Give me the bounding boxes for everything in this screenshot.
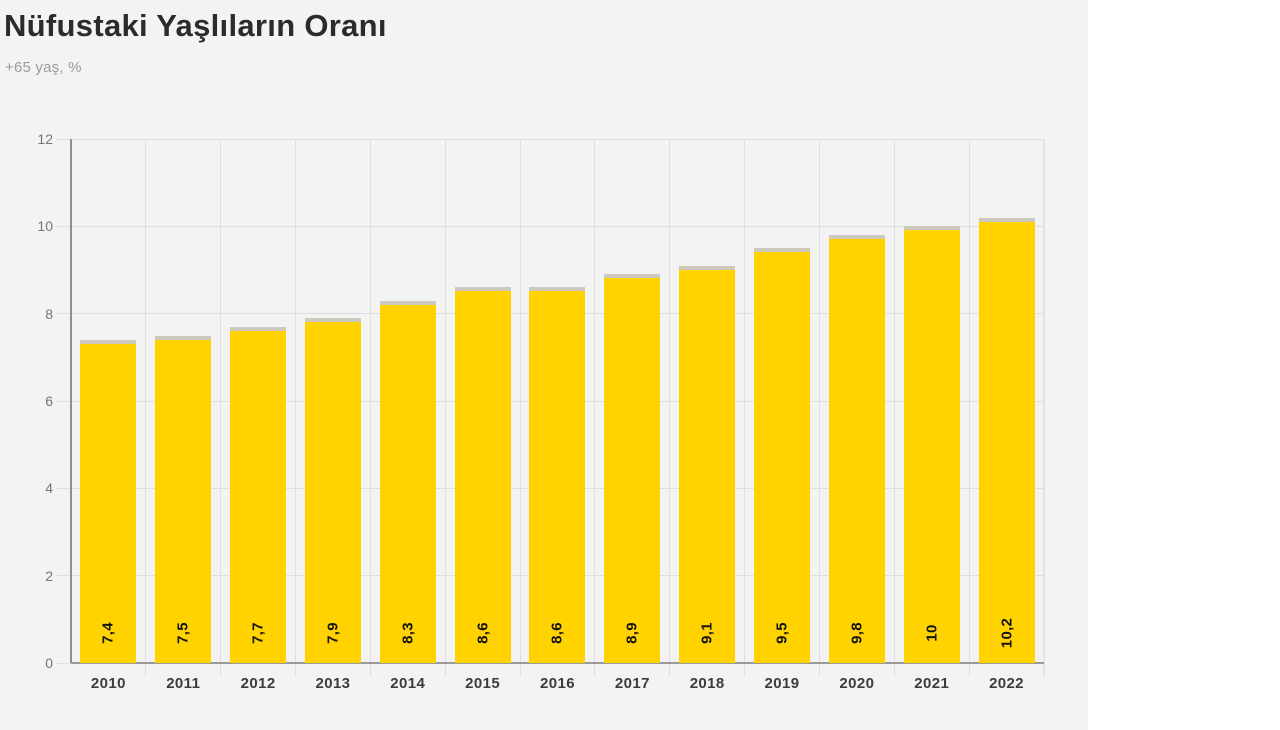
chart-subtitle: +65 yaş, %: [5, 59, 82, 76]
bar-column-2019: 9,5: [745, 139, 820, 663]
x-axis-label-2021: 2021: [914, 675, 950, 692]
y-axis-tick-label: 2: [45, 567, 53, 584]
x-axis-label-2015: 2015: [465, 675, 501, 692]
gridline-vertical: [818, 139, 820, 677]
bar-value-label: 7,9: [324, 622, 342, 644]
gridline-vertical: [295, 139, 297, 677]
y-axis-tick-label: 0: [45, 655, 53, 671]
gridline-vertical: [519, 139, 521, 677]
x-axis-label-2016: 2016: [539, 675, 575, 692]
bar-2011: [155, 335, 212, 663]
gridline-vertical: [220, 139, 222, 677]
bar-value-label: 9,1: [698, 622, 716, 644]
x-axis-label-2014: 2014: [390, 675, 426, 692]
x-axis-label-2013: 2013: [315, 675, 351, 692]
bar-2013: [304, 318, 361, 663]
bar-value-label: 7,4: [99, 622, 117, 644]
bar-column-2020: 9,8: [819, 139, 894, 663]
bar-column-2010: 7,4: [71, 139, 146, 663]
bar-value-label: 9,5: [773, 622, 791, 644]
x-axis-label-2012: 2012: [240, 675, 276, 692]
x-axis-label-2011: 2011: [166, 675, 201, 692]
plot-right-border: [1043, 139, 1045, 677]
y-axis-tick-label: 6: [45, 393, 53, 409]
bar-column-2015: 8,6: [445, 139, 520, 663]
bar-2018: [679, 265, 736, 663]
bar-column-2021: 10: [894, 139, 969, 663]
x-axis-label-2010: 2010: [90, 675, 126, 692]
bar-value-label: 9,8: [848, 622, 866, 644]
gridline-vertical: [968, 139, 970, 677]
bar-column-2017: 8,9: [595, 139, 670, 663]
bar-2014: [379, 300, 436, 663]
bar-value-label: 7,5: [174, 622, 192, 644]
gridline-vertical: [369, 139, 371, 677]
bar-value-label: 8,3: [399, 622, 417, 644]
bar-column-2011: 7,5: [146, 139, 221, 663]
bar-column-2013: 7,9: [296, 139, 371, 663]
bar-value-label: 7,7: [249, 622, 267, 644]
y-axis-line: [70, 139, 72, 663]
bar-value-label: 8,6: [474, 622, 492, 644]
x-axis-label-2019: 2019: [764, 675, 800, 692]
bar-column-2022: 10,2: [969, 139, 1044, 663]
bar-column-2014: 8,3: [370, 139, 445, 663]
bar-value-label: 8,9: [623, 622, 641, 644]
x-axis-label-2017: 2017: [614, 675, 650, 692]
bar-2012: [230, 326, 287, 663]
bar-2021: [903, 226, 960, 663]
bar-2017: [604, 274, 661, 663]
x-axis-label-2018: 2018: [689, 675, 725, 692]
x-axis-line: [71, 662, 1044, 664]
gridline-vertical: [145, 139, 147, 677]
bar-value-label: 10,2: [998, 617, 1016, 649]
gridline-horizontal: [56, 225, 1044, 227]
gridline-vertical: [669, 139, 671, 677]
y-axis-tick-label: 8: [45, 305, 53, 322]
bar-2010: [80, 339, 137, 663]
y-axis-tick-label: 10: [37, 218, 53, 235]
chart-panel: Nüfustaki Yaşlıların Oranı +65 yaş, % 0 2…: [0, 0, 1088, 730]
bar-column-2012: 7,7: [221, 139, 296, 663]
bar-column-2016: 8,6: [520, 139, 595, 663]
gridline-vertical: [594, 139, 596, 677]
bar-value-label: 8,6: [548, 622, 566, 644]
x-axis-label-2020: 2020: [839, 675, 875, 692]
gridline-vertical: [744, 139, 746, 677]
chart-title: Nüfustaki Yaşlıların Oranı: [4, 8, 387, 43]
x-axis-label-2022: 2022: [989, 675, 1025, 692]
y-axis-tick-label: 12: [37, 131, 53, 147]
bar-2022: [978, 217, 1035, 663]
y-axis-tick-label: 4: [45, 480, 53, 497]
bar-value-label: 10: [923, 624, 941, 642]
bar-2015: [454, 287, 511, 663]
bar-2016: [529, 287, 586, 663]
gridline-horizontal: [56, 138, 1044, 140]
gridline-vertical: [893, 139, 895, 677]
bar-chart-plot-area: 0 2 4 6 8 10 12 7,4 2010 7,5 2011 7,7 2012 7,9 2013 8,3…: [37, 131, 1045, 692]
bar-2020: [828, 235, 885, 663]
bar-column-2018: 9,1: [670, 139, 745, 663]
bar-2019: [754, 248, 811, 663]
gridline-vertical: [444, 139, 446, 677]
